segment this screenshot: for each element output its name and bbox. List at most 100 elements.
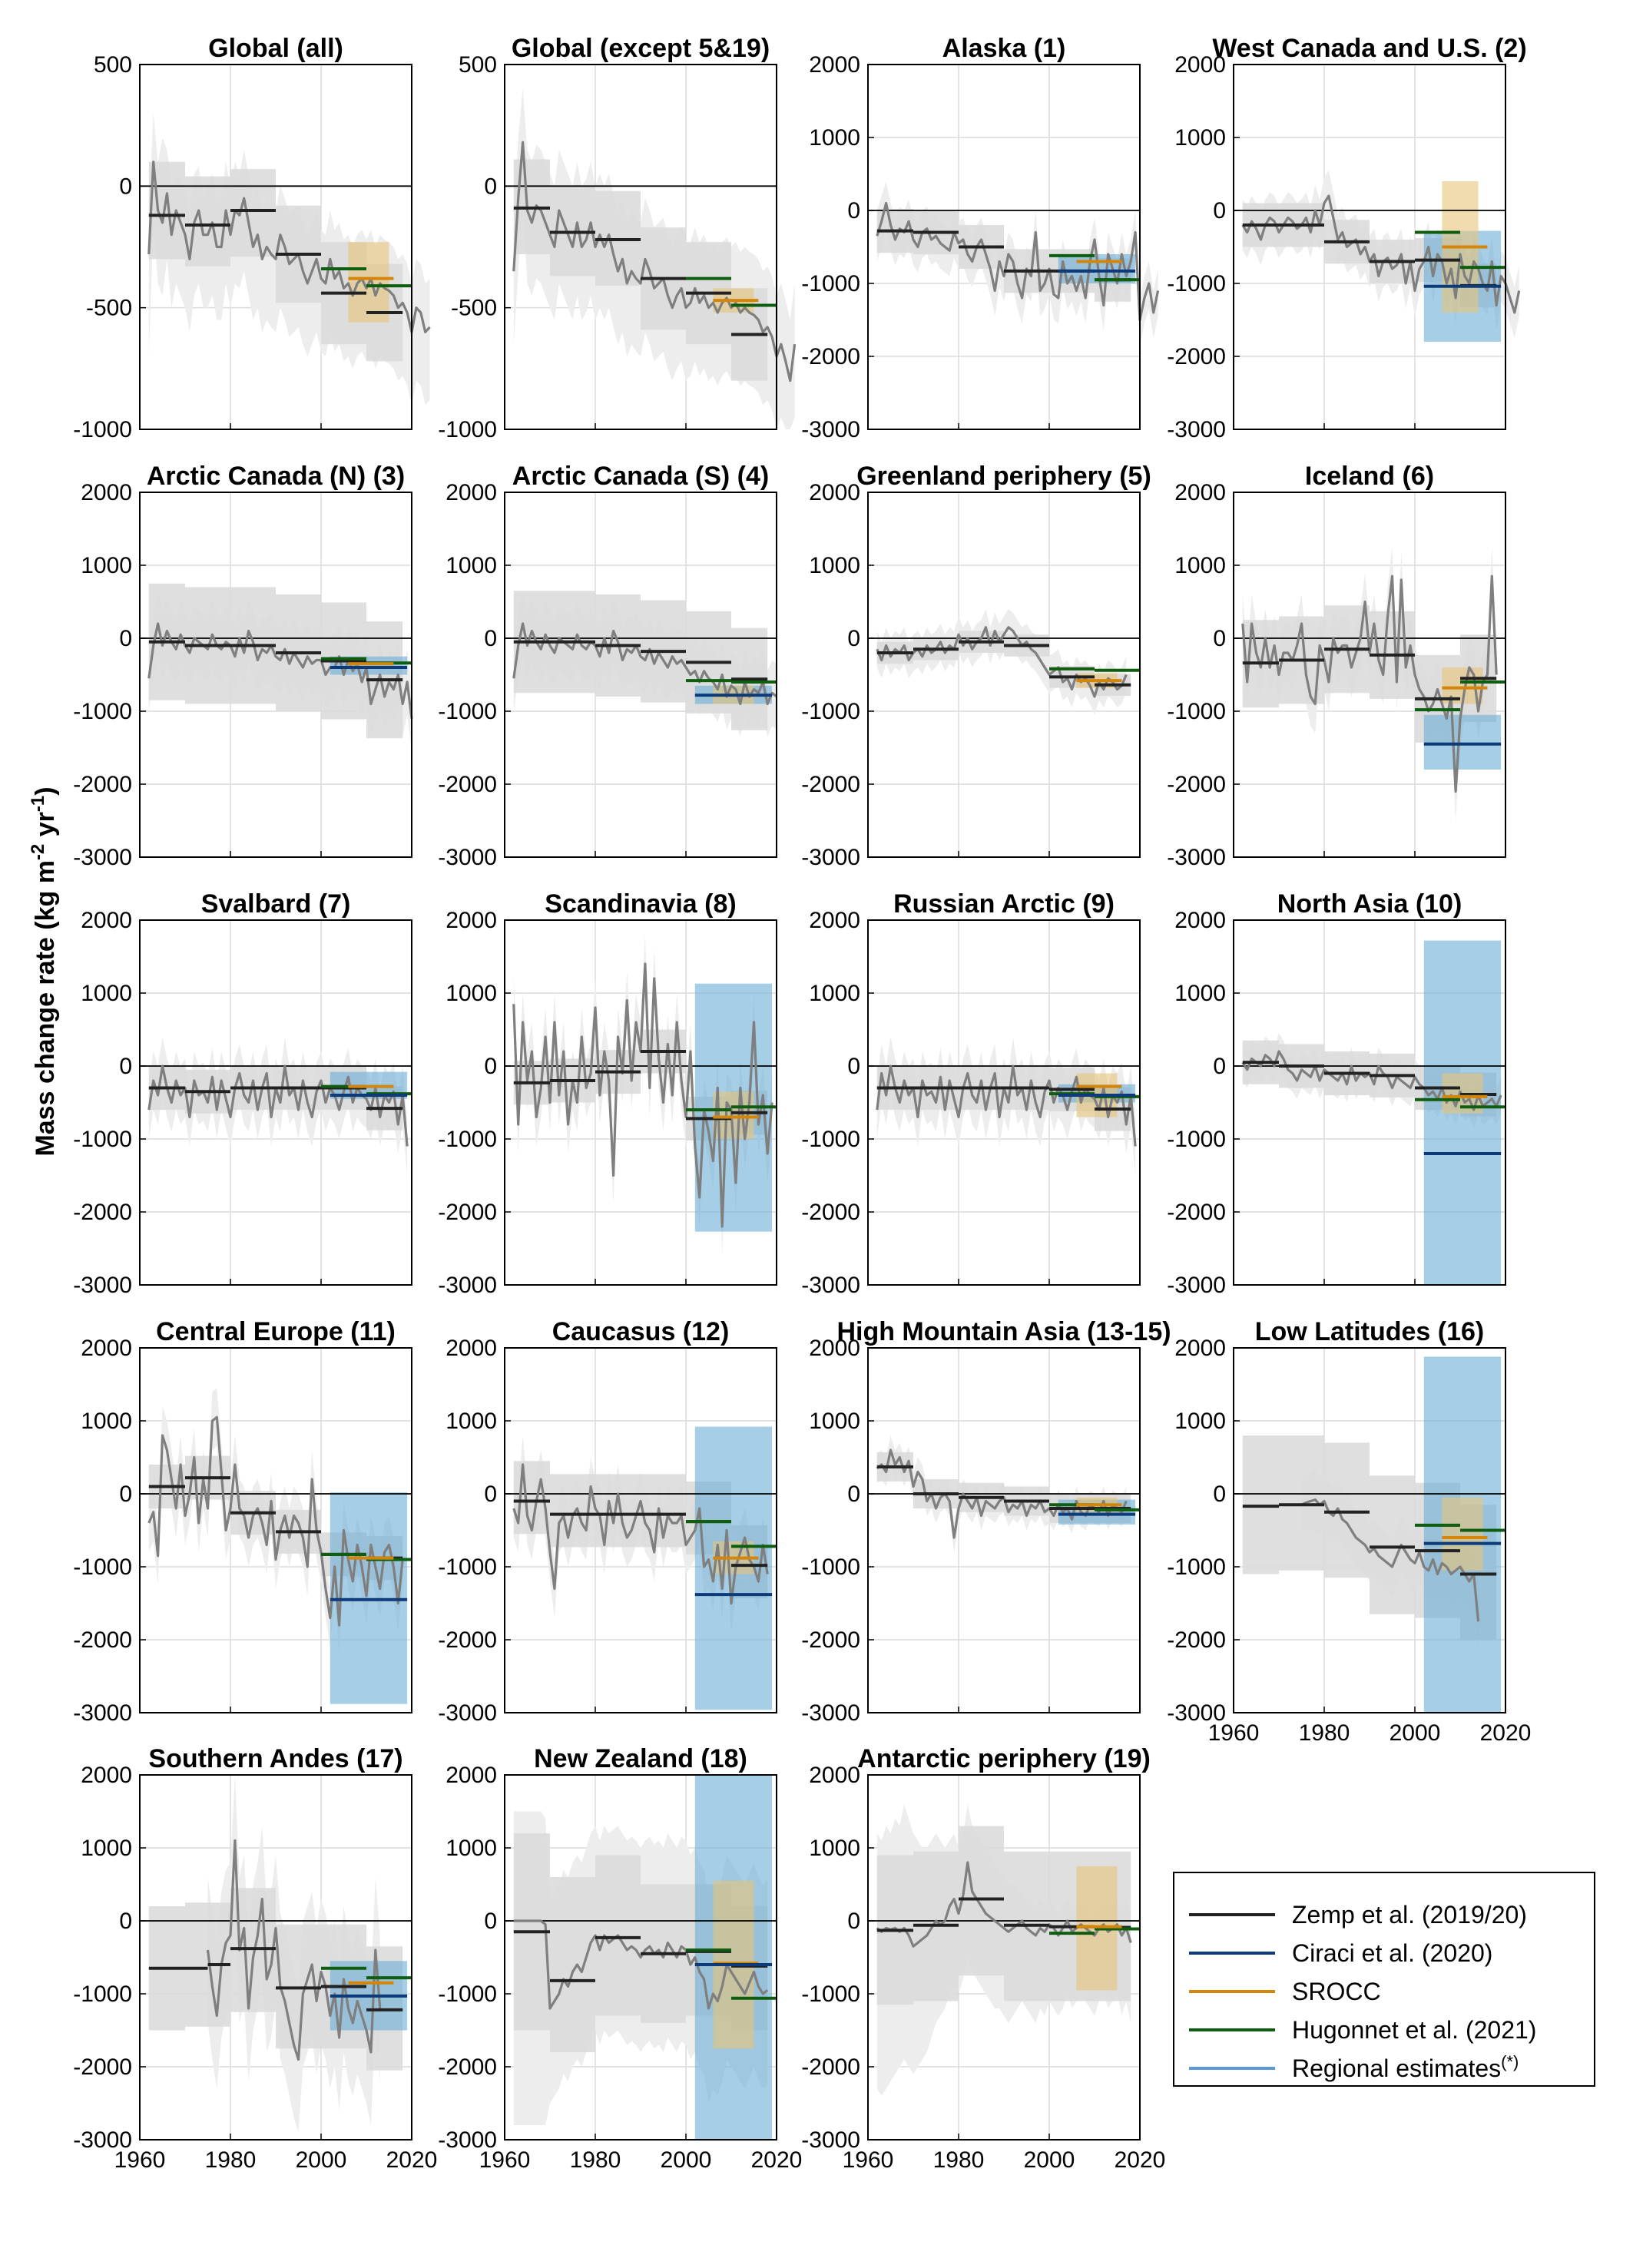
legend-label-hugonnet: Hugonnet et al. (2021) bbox=[1292, 2016, 1536, 2044]
panel-frame bbox=[867, 492, 1141, 858]
ytick-label: 0 bbox=[119, 1054, 132, 1079]
legend-item-regional: Regional estimates(*) bbox=[1189, 2052, 1519, 2083]
xtick-label: 1960 bbox=[1208, 1720, 1260, 1746]
ytick-label: -1000 bbox=[438, 699, 497, 724]
panel-title: Svalbard (7) bbox=[201, 889, 351, 919]
ytick-label: -2000 bbox=[1167, 1200, 1226, 1225]
panel-title: Arctic Canada (S) (4) bbox=[512, 462, 769, 491]
xtick-label: 1980 bbox=[1299, 1720, 1350, 1746]
ytick-label: -3000 bbox=[73, 1700, 132, 1726]
ytick-label: 2000 bbox=[1174, 908, 1226, 933]
ytick-label: -1000 bbox=[801, 699, 860, 724]
panel-frame bbox=[504, 64, 777, 430]
ytick-label: 0 bbox=[847, 198, 860, 223]
decadal-uncertainty-band bbox=[1370, 1475, 1415, 1614]
ylabel-mid: yr bbox=[31, 812, 60, 844]
legend: Zemp et al. (2019/20) Ciraci et al. (202… bbox=[1173, 1872, 1595, 2087]
annual-series-line bbox=[512, 1463, 769, 1605]
ytick-label: 1000 bbox=[81, 981, 132, 1006]
legend-item-ciraci: Ciraci et al. (2020) bbox=[1189, 1939, 1492, 1967]
ytick-label: 2000 bbox=[1174, 480, 1226, 505]
ytick-label: 0 bbox=[847, 626, 860, 651]
panel-14: 2000 1000 0 -1000 -2000 -3000 Caucasus (12) bbox=[438, 1317, 777, 1726]
panel-frame bbox=[1233, 1347, 1506, 1713]
ytick-label: 0 bbox=[484, 1482, 497, 1507]
ytick-label: 1000 bbox=[81, 1409, 132, 1434]
ytick-label: 1000 bbox=[1174, 125, 1226, 151]
ytick-label: 0 bbox=[119, 174, 132, 199]
ytick-label: -3000 bbox=[438, 1700, 497, 1726]
ytick-label: -3000 bbox=[73, 1273, 132, 1298]
ylabel-sup1: -2 bbox=[28, 844, 48, 860]
ytick-label: 1000 bbox=[1174, 1409, 1226, 1434]
xtick-label: 1980 bbox=[933, 2147, 985, 2173]
panel-10: 2000 1000 0 -1000 -2000 -3000 Scandinavia (8) bbox=[438, 889, 777, 1298]
ytick-label: 2000 bbox=[809, 908, 860, 933]
panel-frame bbox=[504, 1347, 777, 1713]
ytick-label: 2000 bbox=[81, 1763, 132, 1788]
ytick-label: 0 bbox=[119, 1482, 132, 1507]
ytick-label: -1000 bbox=[73, 699, 132, 724]
ytick-label: 1000 bbox=[81, 1836, 132, 1861]
panel-13: 2000 1000 0 -1000 -2000 -3000 Central Europe (… bbox=[73, 1317, 412, 1726]
ytick-label: 2000 bbox=[1174, 52, 1226, 78]
panel-frame bbox=[139, 1347, 412, 1713]
ytick-label: -3000 bbox=[801, 417, 860, 442]
ytick-label: -1000 bbox=[73, 417, 132, 442]
ytick-label: -1000 bbox=[438, 1982, 497, 2007]
ytick-label: 0 bbox=[484, 626, 497, 651]
ytick-label: -1000 bbox=[1167, 271, 1226, 296]
panel-title: New Zealand (18) bbox=[534, 1744, 747, 1773]
panel-frame bbox=[139, 64, 412, 430]
panel-15: 2000 1000 0 -1000 -2000 -3000 High Mountain As… bbox=[801, 1317, 1171, 1726]
ytick-label: -3000 bbox=[801, 845, 860, 870]
ytick-label: -1000 bbox=[1167, 699, 1226, 724]
ytick-label: -1000 bbox=[1167, 1554, 1226, 1580]
ytick-label: -2000 bbox=[73, 1200, 132, 1225]
ytick-label: -3000 bbox=[1167, 1700, 1226, 1726]
ytick-label: -1000 bbox=[438, 1127, 497, 1152]
decadal-uncertainty-band bbox=[959, 1826, 1004, 1976]
panel-4: 2000 1000 0 -1000 -2000 -3000 West Canada and … bbox=[1167, 34, 1526, 442]
ytick-label: 0 bbox=[484, 1909, 497, 1934]
panel-frame bbox=[867, 919, 1141, 1286]
xtick-label: 1960 bbox=[479, 2147, 531, 2173]
panel-title: Low Latitudes (16) bbox=[1255, 1317, 1484, 1346]
ytick-label: -1000 bbox=[801, 1127, 860, 1152]
ytick-label: -2000 bbox=[73, 772, 132, 797]
ytick-label: 2000 bbox=[446, 480, 497, 505]
panel-frame bbox=[867, 64, 1141, 430]
panel-title: Global (except 5&19) bbox=[512, 34, 770, 63]
panels-group: 500 0 -500 -1000 Global (all) 500 0 -500 -1000 Gl… bbox=[73, 34, 1531, 2173]
annual-series-line bbox=[1241, 574, 1498, 793]
annual-series-line bbox=[513, 1919, 769, 2010]
xtick-label: 2000 bbox=[1024, 2147, 1075, 2173]
panel-frame bbox=[1233, 492, 1506, 858]
panel-title: Iceland (6) bbox=[1305, 462, 1434, 491]
legend-label-regional: Regional estimates(*) bbox=[1292, 2052, 1519, 2083]
ytick-label: -3000 bbox=[801, 1700, 860, 1726]
ytick-label: 1000 bbox=[1174, 553, 1226, 578]
panel-frame bbox=[139, 492, 412, 858]
ytick-label: 1000 bbox=[809, 1409, 860, 1434]
ytick-label: -2000 bbox=[1167, 344, 1226, 369]
ytick-label: 2000 bbox=[81, 480, 132, 505]
legend-item-zemp: Zemp et al. (2019/20) bbox=[1189, 1901, 1527, 1929]
legend-item-hugonnet: Hugonnet et al. (2021) bbox=[1189, 2016, 1536, 2044]
ylabel-sup2: -1 bbox=[28, 796, 48, 812]
ytick-label: 0 bbox=[1213, 1054, 1226, 1079]
ytick-label: 0 bbox=[484, 1054, 497, 1079]
ytick-label: 2000 bbox=[809, 1763, 860, 1788]
ytick-label: -1000 bbox=[438, 417, 497, 442]
panel-title: Caucasus (12) bbox=[552, 1317, 730, 1346]
panel-title: Greenland periphery (5) bbox=[856, 462, 1151, 491]
panel-9: 2000 1000 0 -1000 -2000 -3000 Svalbard (7) bbox=[73, 889, 412, 1298]
xtick-label: 2000 bbox=[296, 2147, 347, 2173]
decadal-uncertainty-band bbox=[550, 1877, 595, 2052]
panel-frame bbox=[504, 919, 777, 1286]
ytick-label: 500 bbox=[94, 52, 132, 78]
